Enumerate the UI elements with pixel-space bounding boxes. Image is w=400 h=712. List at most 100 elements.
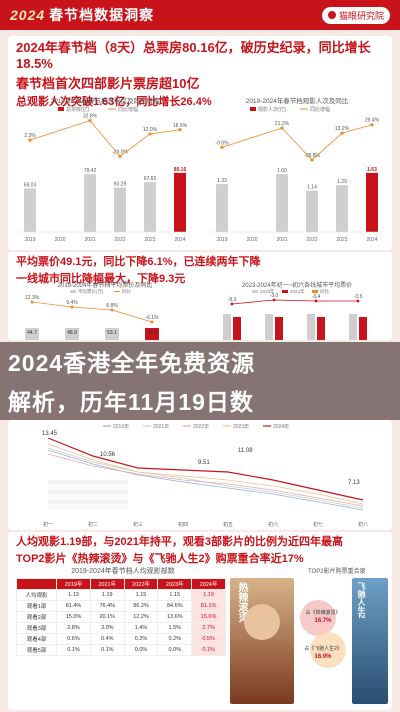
growth-line [231, 299, 358, 305]
legend-label: 同比增幅 [118, 106, 138, 113]
ticket-price-panel: 平均票价49.1元，同比下降6.1%，已连续两年下降 一线城市同比降幅最大，下降… [8, 252, 392, 340]
x-tick-label: 初四 [178, 521, 188, 528]
x-tick-label: 2024 [366, 237, 377, 243]
bar-data-label: 67.65 [144, 176, 157, 182]
growth-data-label: 21.2% [275, 121, 290, 127]
table-cell: 81.1% [191, 600, 226, 612]
growth-line [221, 124, 373, 161]
bar [216, 184, 228, 232]
article-title-line2[interactable]: 解析，历年11月19日数 [8, 389, 254, 415]
bar-data-label: 78.42 [84, 168, 97, 174]
table-cell: 0.4% [89, 633, 125, 645]
table-header-cell: 2022年 [123, 578, 159, 590]
headline-admissions: 总观影人次突破1.63亿，同比增长26.4% [16, 96, 212, 108]
poster2-title: 飞驰人生2 [357, 582, 366, 619]
legend-label: 2023年 [233, 423, 249, 430]
venn-circle-a [300, 600, 336, 636]
table-header-row: 2019年 2021年 2022年 2023年 2024年 [15, 578, 226, 590]
bar [276, 173, 288, 232]
growth-data-label: 26.4% [365, 118, 380, 124]
table-cell: 0.1% [56, 644, 91, 656]
table-cell: 13.6% [157, 611, 193, 623]
growth-data-label: 12.0% [143, 127, 158, 133]
mini-table-row [48, 505, 128, 509]
growth-point [220, 145, 224, 149]
table-cell: 0.1% [191, 644, 226, 656]
legend-label: 观影人次(亿) [258, 106, 287, 113]
chart-title: 2019-2024年春节档平均票价及同比 [58, 281, 153, 289]
article-title-overlay[interactable]: 2024香港全年免费资源 解析，历年11月19日数 [0, 342, 400, 420]
banner-title: 2024 春节档数据洞察 [10, 5, 154, 25]
x-tick-label: 2024 [174, 237, 185, 243]
x-tick-label: 2021 [276, 237, 287, 243]
overlap-label: 占《热辣滚烫》 [305, 609, 340, 616]
overlap-label: 占《飞驰人生2》 [304, 645, 342, 652]
bar [24, 188, 36, 232]
table-header-cell: 2023年 [157, 578, 193, 590]
table-cell: 86.2% [123, 600, 159, 612]
bar [114, 187, 126, 232]
legend-label: 2024年 [273, 423, 289, 430]
x-tick-label: 2020 [54, 237, 65, 243]
growth-data-label: -9.0% [215, 140, 229, 146]
bar-2024 [275, 317, 283, 340]
legend-label: 同比 [122, 288, 131, 295]
table-cell: 1.19 [89, 589, 125, 601]
mini-table-row [48, 485, 128, 489]
venn-circle-b [310, 632, 346, 668]
growth-data-label: 32.8% [83, 114, 98, 120]
table-cell: 1.19 [191, 589, 226, 601]
series-line [47, 449, 364, 511]
bar [174, 172, 186, 232]
growth-data-label: -28.8% [304, 153, 320, 159]
table-cell: 0.0% [157, 644, 193, 656]
growth-data-label: -3.4 [312, 294, 321, 300]
data-label: 7.13 [348, 480, 360, 486]
x-tick-label: 2022 [306, 237, 317, 243]
growth-data-label: 8.8% [106, 303, 118, 309]
overlap-value: 16.7% [314, 618, 332, 624]
headline-box-office: 2024年春节档（8天）总票房80.16亿，破历史纪录，同比增长18.5% [16, 40, 371, 71]
headline-per-capita: 人均观影1.19部，与2021年持平，观看3部影片的比例为近四年最高 [16, 536, 343, 548]
growth-data-label: 2.3% [24, 133, 36, 139]
article-title-line1[interactable]: 2024香港全年免费资源 [8, 350, 256, 376]
table-row-label: 人均观影 [15, 589, 58, 601]
legend-label: 平均票价(元) [78, 288, 104, 295]
top-banner: 2024 春节档数据洞察 猫眼研究院 [0, 0, 400, 30]
table-cell: 76.4% [89, 600, 125, 612]
x-tick-label: 2019 [216, 237, 227, 243]
bar [306, 190, 318, 232]
legend-swatch-bar [250, 107, 256, 111]
table-cell: 0.5% [191, 633, 226, 645]
poster-re-la-gun-tang: 热辣滚烫 [230, 578, 294, 704]
legend-label: 2024年 [290, 288, 305, 295]
overlap-title: TOP2影片购票重合度 [308, 569, 366, 575]
growth-data-label: 9.4% [66, 300, 78, 306]
banner-title-text: 春节档数据洞察 [49, 7, 155, 23]
table-row: 观看1部 81.4% 76.4% 86.2% 84.6% 81.1% [15, 600, 226, 612]
bar [144, 182, 156, 232]
table-cell: 1.13 [56, 589, 91, 601]
x-tick-label: 初三 [133, 521, 143, 528]
series-line [47, 453, 364, 507]
headline-overlap: TOP2影片《热辣滚烫》与《飞驰人生2》购票重合率近17% [16, 553, 304, 565]
growth-data-label: -23.0% [112, 149, 128, 155]
legend-label: 2023年 [260, 288, 275, 295]
table-row: 观看2部 15.0% 20.1% 12.2% 13.6% 15.6% [15, 611, 226, 623]
growth-data-label: -6.1% [145, 315, 159, 321]
table-row: 观看4部 0.6% 0.4% 0.2% 0.2% 0.5% [15, 633, 226, 645]
table-cell: 81.4% [56, 600, 91, 612]
table-cell: 12.2% [123, 611, 159, 623]
table-header-cell: 2024年 [191, 578, 226, 590]
table-cell: 15.6% [191, 611, 226, 623]
table-cell: 15.0% [56, 611, 91, 623]
table-cell: 2.8% [56, 622, 91, 634]
logo-icon [327, 11, 336, 19]
table-cell: 1.15 [123, 589, 159, 601]
bar [25, 328, 39, 340]
mini-table-row [48, 495, 128, 499]
table-cell: 0.6% [56, 633, 91, 645]
bar [84, 174, 96, 232]
growth-point [356, 299, 360, 303]
